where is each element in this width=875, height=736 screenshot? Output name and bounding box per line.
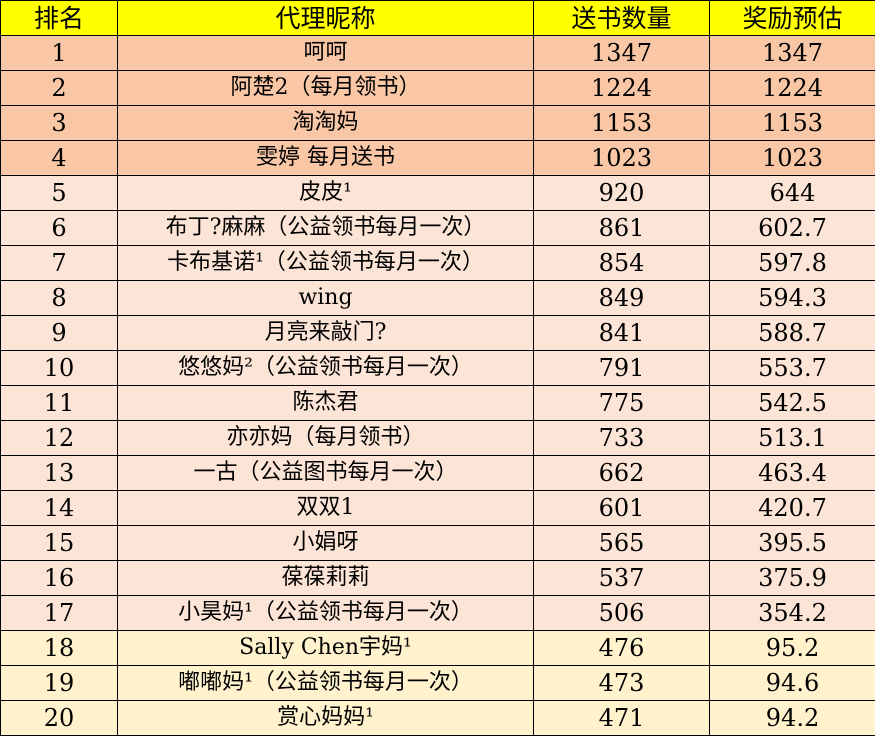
- cell-rank: 9: [1, 316, 118, 351]
- cell-rank: 5: [1, 176, 118, 211]
- cell-reward: 594.3: [710, 281, 875, 316]
- cell-name: 陈杰君: [118, 386, 534, 421]
- cell-count: 854: [534, 246, 710, 281]
- cell-reward: 1153: [710, 106, 875, 141]
- cell-name: 月亮来敲门?: [118, 316, 534, 351]
- cell-rank: 11: [1, 386, 118, 421]
- cell-name: 一古（公益图书每月一次）: [118, 456, 534, 491]
- cell-name: 皮皮¹: [118, 176, 534, 211]
- cell-name: 嘟嘟妈¹（公益领书每月一次）: [118, 666, 534, 701]
- cell-name: Sally Chen宇妈¹: [118, 631, 534, 666]
- header-rank: 排名: [1, 1, 118, 36]
- cell-rank: 2: [1, 71, 118, 106]
- cell-rank: 12: [1, 421, 118, 456]
- cell-reward: 375.9: [710, 561, 875, 596]
- cell-reward: 644: [710, 176, 875, 211]
- cell-count: 1347: [534, 36, 710, 71]
- cell-name: 小娟呀: [118, 526, 534, 561]
- cell-rank: 17: [1, 596, 118, 631]
- cell-count: 920: [534, 176, 710, 211]
- cell-reward: 597.8: [710, 246, 875, 281]
- cell-count: 1224: [534, 71, 710, 106]
- cell-count: 1023: [534, 141, 710, 176]
- cell-rank: 18: [1, 631, 118, 666]
- cell-rank: 16: [1, 561, 118, 596]
- cell-reward: 420.7: [710, 491, 875, 526]
- cell-reward: 513.1: [710, 421, 875, 456]
- cell-rank: 10: [1, 351, 118, 386]
- cell-name: 小昊妈¹（公益领书每月一次）: [118, 596, 534, 631]
- cell-reward: 395.5: [710, 526, 875, 561]
- header-count: 送书数量: [534, 1, 710, 36]
- cell-count: 476: [534, 631, 710, 666]
- cell-name: 赏心妈妈¹: [118, 701, 534, 736]
- cell-reward: 354.2: [710, 596, 875, 631]
- cell-name: 淘淘妈: [118, 106, 534, 141]
- cell-count: 471: [534, 701, 710, 736]
- cell-rank: 20: [1, 701, 118, 736]
- cell-name: 葆葆莉莉: [118, 561, 534, 596]
- cell-count: 537: [534, 561, 710, 596]
- cell-count: 791: [534, 351, 710, 386]
- cell-reward: 94.6: [710, 666, 875, 701]
- cell-name: 阿楚2（每月领书）: [118, 71, 534, 106]
- cell-reward: 1347: [710, 36, 875, 71]
- cell-count: 506: [534, 596, 710, 631]
- cell-rank: 8: [1, 281, 118, 316]
- cell-reward: 95.2: [710, 631, 875, 666]
- cell-rank: 19: [1, 666, 118, 701]
- cell-rank: 4: [1, 141, 118, 176]
- cell-name: 双双1: [118, 491, 534, 526]
- cell-count: 473: [534, 666, 710, 701]
- cell-rank: 7: [1, 246, 118, 281]
- cell-count: 733: [534, 421, 710, 456]
- cell-reward: 1023: [710, 141, 875, 176]
- cell-count: 861: [534, 211, 710, 246]
- cell-count: 565: [534, 526, 710, 561]
- cell-count: 775: [534, 386, 710, 421]
- cell-name: 悠悠妈²（公益领书每月一次）: [118, 351, 534, 386]
- cell-rank: 6: [1, 211, 118, 246]
- cell-count: 841: [534, 316, 710, 351]
- cell-name: wing: [118, 281, 534, 316]
- cell-name: 亦亦妈（每月领书）: [118, 421, 534, 456]
- cell-reward: 553.7: [710, 351, 875, 386]
- cell-name: 卡布基诺¹（公益领书每月一次）: [118, 246, 534, 281]
- cell-reward: 94.2: [710, 701, 875, 736]
- cell-rank: 14: [1, 491, 118, 526]
- cell-reward: 542.5: [710, 386, 875, 421]
- header-name: 代理昵称: [118, 1, 534, 36]
- cell-rank: 15: [1, 526, 118, 561]
- header-reward: 奖励预估: [710, 1, 875, 36]
- cell-reward: 602.7: [710, 211, 875, 246]
- cell-rank: 1: [1, 36, 118, 71]
- cell-count: 1153: [534, 106, 710, 141]
- cell-reward: 588.7: [710, 316, 875, 351]
- cell-rank: 13: [1, 456, 118, 491]
- cell-name: 呵呵: [118, 36, 534, 71]
- cell-name: 布丁?麻麻（公益领书每月一次）: [118, 211, 534, 246]
- cell-count: 662: [534, 456, 710, 491]
- cell-count: 601: [534, 491, 710, 526]
- cell-rank: 3: [1, 106, 118, 141]
- cell-reward: 463.4: [710, 456, 875, 491]
- cell-count: 849: [534, 281, 710, 316]
- cell-name: 雯婷 每月送书: [118, 141, 534, 176]
- cell-reward: 1224: [710, 71, 875, 106]
